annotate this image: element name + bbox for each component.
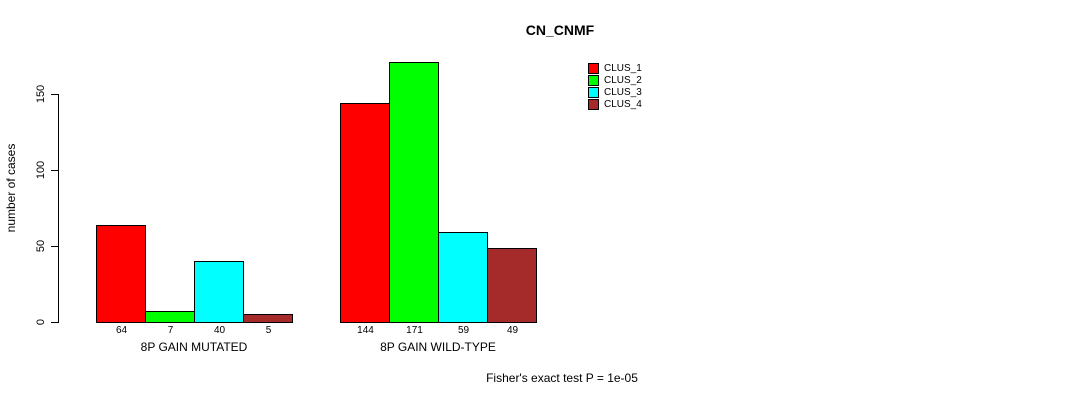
legend-label: CLUS_4 <box>604 98 642 110</box>
bar-clus_3-group1 <box>194 261 244 323</box>
y-axis-tick <box>51 94 58 95</box>
bar-clus_1-group1 <box>96 225 146 323</box>
legend-swatch-clus_2 <box>588 74 599 86</box>
legend: CLUS_1 CLUS_2 CLUS_3 CLUS_4 <box>588 62 642 110</box>
y-axis-tick <box>51 246 58 247</box>
y-axis-tick-label: 0 <box>35 318 47 326</box>
bar-clus_4-group2 <box>487 248 537 323</box>
bar-value-label: 5 <box>265 325 272 336</box>
bar-value-label: 59 <box>457 325 470 336</box>
legend-item-clus_3: CLUS_3 <box>588 86 642 98</box>
y-axis-label: number of cases <box>4 143 18 233</box>
legend-item-clus_4: CLUS_4 <box>588 98 642 110</box>
bar-clus_2-group1 <box>145 311 195 323</box>
y-axis-tick-label: 50 <box>35 239 47 253</box>
legend-swatch-clus_4 <box>588 98 599 110</box>
legend-label: CLUS_1 <box>604 62 642 74</box>
category-label-group1: 8P GAIN MUTATED <box>140 340 248 354</box>
bar-clus_1-group2 <box>340 103 390 323</box>
bar-value-label: 7 <box>167 325 174 336</box>
legend-item-clus_2: CLUS_2 <box>588 74 642 86</box>
y-axis-tick <box>51 170 58 171</box>
bar-clus_2-group2 <box>389 62 439 323</box>
bar-value-label: 40 <box>213 325 226 336</box>
y-axis-tick-label: 100 <box>35 160 47 180</box>
y-axis-tick-label: 150 <box>35 84 47 104</box>
fisher-test-annotation: Fisher's exact test P = 1e-05 <box>486 371 638 385</box>
y-axis-line <box>58 94 59 323</box>
bar-value-label: 49 <box>506 325 519 336</box>
bar-value-label: 144 <box>357 325 374 336</box>
chart-title: CN_CNMF <box>525 22 595 38</box>
legend-swatch-clus_1 <box>588 62 599 74</box>
category-label-group2: 8P GAIN WILD-TYPE <box>380 340 496 354</box>
bar-clus_4-group1 <box>243 314 293 323</box>
y-axis-tick <box>51 322 58 323</box>
legend-label: CLUS_3 <box>604 86 642 98</box>
bar-value-label: 171 <box>406 325 423 336</box>
legend-label: CLUS_2 <box>604 74 642 86</box>
bar-value-label: 64 <box>115 325 128 336</box>
legend-swatch-clus_3 <box>588 86 599 98</box>
legend-item-clus_1: CLUS_1 <box>588 62 642 74</box>
bar-clus_3-group2 <box>438 232 488 323</box>
